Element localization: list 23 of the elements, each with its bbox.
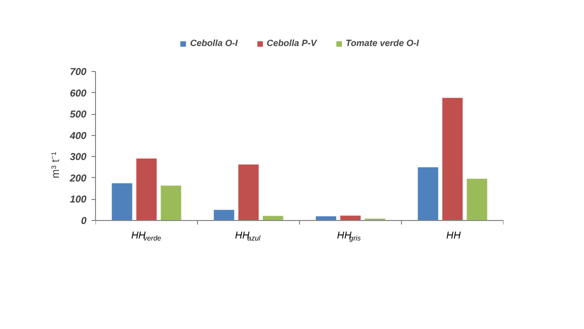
bar [136,158,157,220]
bar [160,186,182,220]
y-tick-label: 700 [70,67,87,78]
y-tick-label: 300 [70,152,87,164]
y-tick-label: 100 [70,194,87,206]
bar [340,216,361,220]
bar [316,216,336,220]
bar [112,183,132,220]
x-tick-label: HH [446,230,462,242]
legend-label: Cebolla O-I [190,38,238,48]
y-tick-label: 400 [68,130,87,142]
legend-label: Tomate verde O-I [346,38,419,48]
y-tick-label: 200 [68,173,87,184]
bar [442,98,463,220]
bar [238,164,259,220]
legend-label: Cebolla P-V [266,38,317,48]
y-tick-label: 0 [80,216,87,227]
bar [418,167,438,220]
y-tick-label: 500 [70,110,87,121]
bar [214,210,234,220]
y-tick-label: 600 [70,88,87,100]
y-axis-title: m³ t⁻¹ [50,151,62,178]
bar [466,178,488,220]
